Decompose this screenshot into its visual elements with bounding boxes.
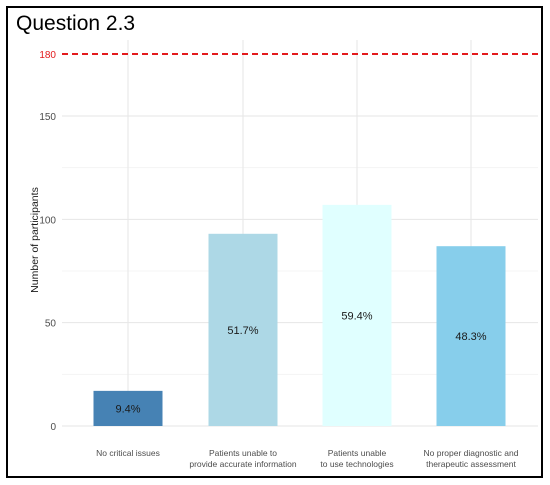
bar <box>208 233 278 426</box>
grid-lines <box>62 40 538 427</box>
x-category-label: No proper diagnostic and therapeutic asse… <box>424 448 519 469</box>
y-tick-label: 150 <box>39 112 56 123</box>
data-label: 59.4% <box>341 310 372 322</box>
bar <box>93 390 163 426</box>
y-tick-label: 50 <box>45 319 57 330</box>
reference-line-label: 180 <box>39 50 56 61</box>
y-tick-label: 0 <box>50 422 56 433</box>
y-axis-label: Number of participants <box>29 187 41 293</box>
data-label: 9.4% <box>115 403 140 415</box>
data-labels: 9.4% 51.7% 59.4% 48.3% <box>115 310 486 415</box>
figure-title: Question 2.3 <box>16 12 136 35</box>
bar <box>322 204 392 426</box>
x-category-label: No critical issues <box>96 448 160 458</box>
data-label: 51.7% <box>227 325 258 337</box>
x-category-label: Patients unable to provide accurate infor… <box>189 448 297 469</box>
data-label: 48.3% <box>455 331 486 343</box>
x-category-label: Patients unable to use technologies <box>320 448 393 469</box>
reference-line: 180 <box>39 50 542 61</box>
y-tick-label: 100 <box>39 215 56 226</box>
bar <box>436 246 506 426</box>
y-tick-labels: 0 50 100 150 <box>39 112 56 433</box>
bars <box>93 204 506 426</box>
x-category-labels: No critical issues Patients unable to prov… <box>96 448 519 469</box>
